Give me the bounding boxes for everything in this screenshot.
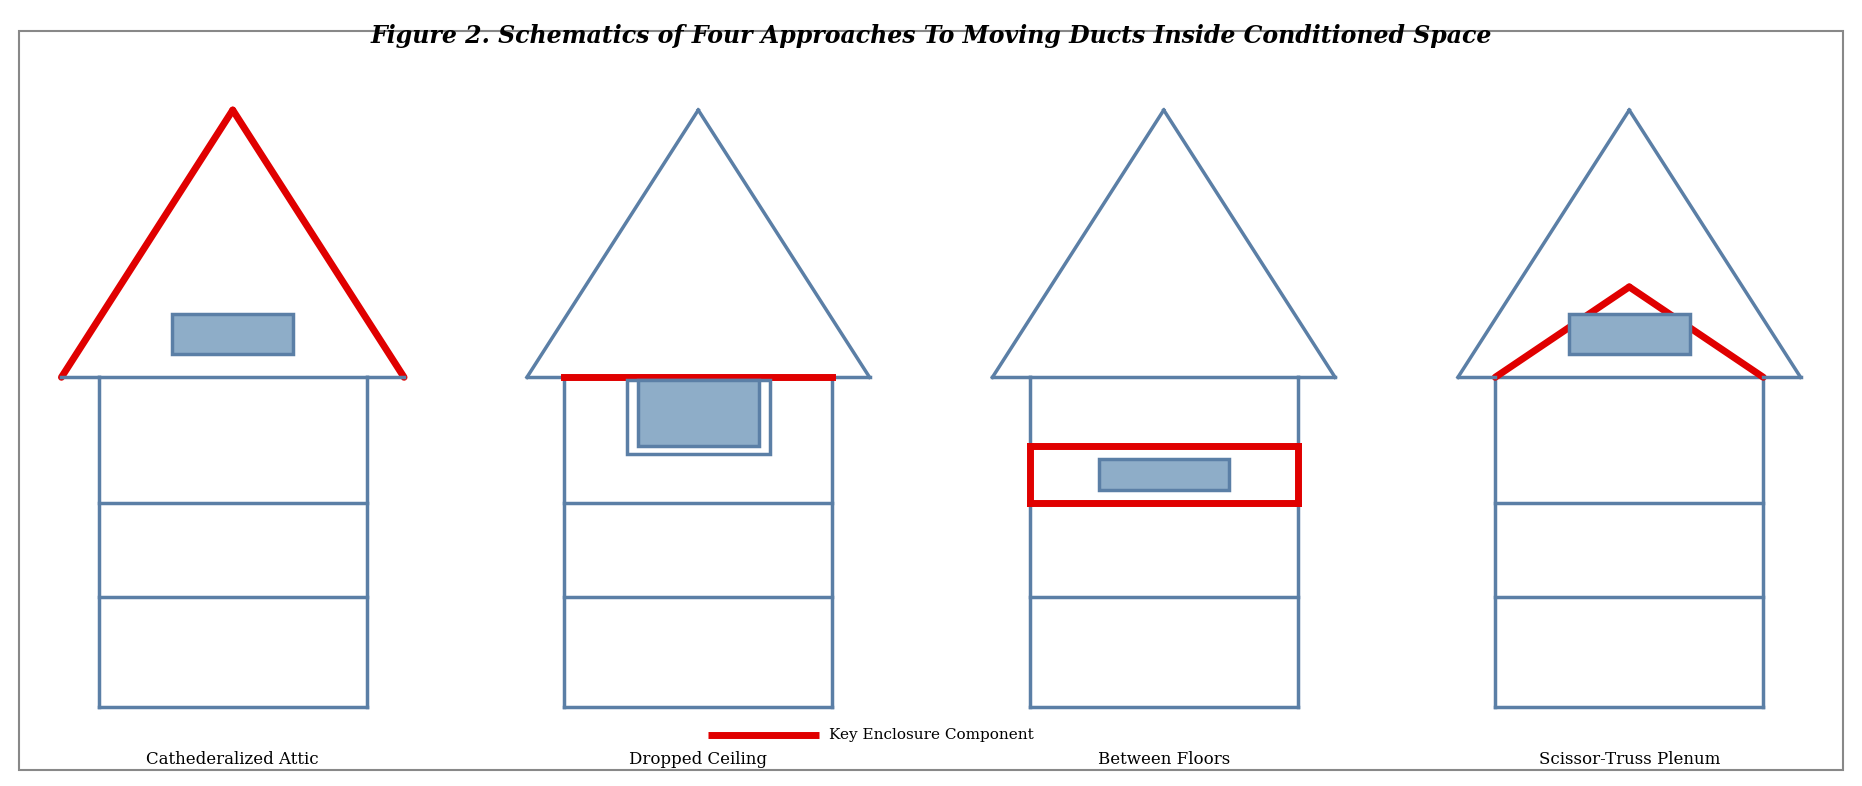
Bar — [626, 380, 771, 454]
Text: Between Floors: Between Floors — [1097, 751, 1231, 768]
Text: Figure 2. Schematics of Four Approaches To Moving Ducts Inside Conditioned Space: Figure 2. Schematics of Four Approaches … — [371, 24, 1491, 48]
FancyBboxPatch shape — [19, 31, 1843, 770]
Text: Dropped Ceiling: Dropped Ceiling — [629, 751, 767, 768]
Bar — [637, 380, 760, 446]
Text: Scissor-Truss Plenum: Scissor-Truss Plenum — [1538, 751, 1720, 768]
Text: Cathederalized Attic: Cathederalized Attic — [147, 751, 318, 768]
Text: Key Enclosure Component: Key Enclosure Component — [829, 728, 1033, 742]
Bar — [1099, 459, 1229, 490]
Bar — [1568, 314, 1691, 354]
Bar — [171, 314, 294, 354]
